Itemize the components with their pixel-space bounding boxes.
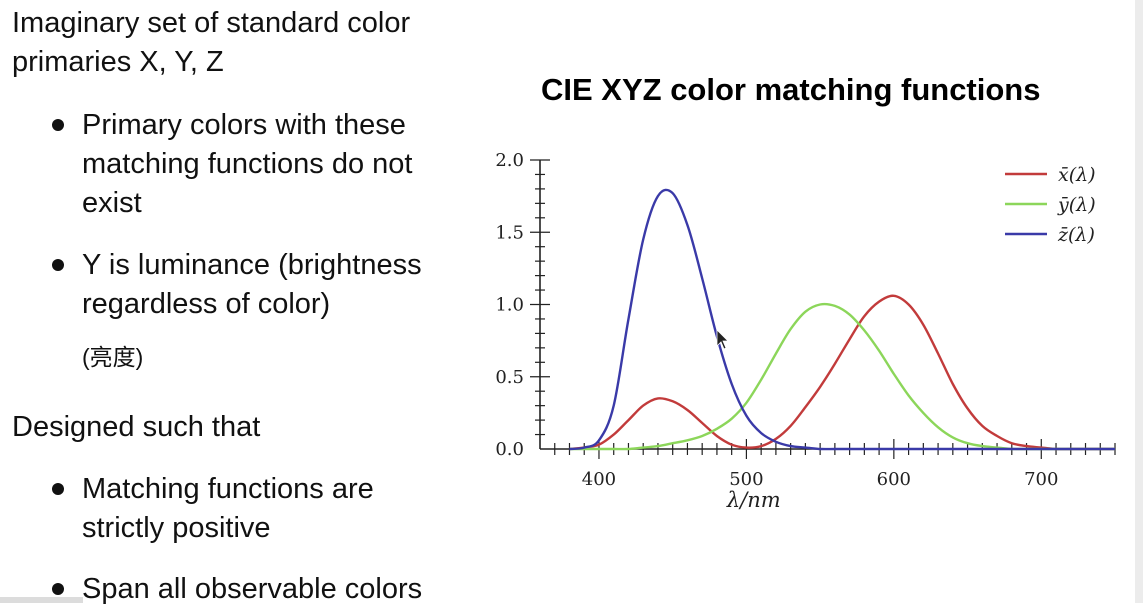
slide-text-b2-line-1: regardless of color)	[82, 288, 331, 320]
bullet-dot	[52, 119, 64, 131]
legend-label-1: ȳ(λ)	[1057, 194, 1096, 216]
mouse-cursor-icon	[716, 329, 729, 350]
bullet-dot	[52, 483, 64, 495]
chart-title: CIE XYZ color matching functions	[541, 72, 1041, 107]
y-tick-label: 1.0	[495, 295, 524, 316]
slide-text-b1-line-2: exist	[82, 187, 142, 219]
scrollbar-edge	[1135, 0, 1143, 603]
slide-text-designed-line-0: Designed such that	[12, 411, 261, 443]
slide-text-b3-line-1: strictly positive	[82, 512, 271, 544]
slide-text-b4-line-0: Span all observable colors	[82, 573, 423, 605]
y-tick-label: 0.0	[495, 439, 524, 460]
x-axis-label: λ/nm	[726, 488, 781, 512]
series-line-1	[569, 302, 1115, 451]
slide-text-b2-line-0: Y is luminance (brightness	[82, 249, 422, 281]
x-tick-label: 500	[729, 469, 763, 490]
chart: 400 500 600 700 0.0 0.5 1.0 1.5 2.0 λ/nm x̄(λ) ȳ(λ)…	[495, 150, 1116, 512]
legend-label-2: z̄(λ)	[1057, 224, 1095, 246]
y-tick-label: 2.0	[495, 150, 524, 171]
x-tick-label: 400	[582, 469, 616, 490]
bullet-dot	[52, 259, 64, 271]
y-tick-label: 1.5	[495, 222, 524, 243]
bullet-dot	[52, 583, 64, 595]
slide-text-intro-line-0: Imaginary set of standard color	[12, 7, 411, 39]
series-line-2	[569, 188, 1115, 451]
legend-label-0: x̄(λ)	[1058, 164, 1096, 186]
slide-text-b2note-line-0: (亮度)	[82, 344, 144, 370]
slide-text-b1-line-1: matching functions do not	[82, 148, 413, 180]
y-tick-label: 0.5	[495, 367, 524, 388]
bottom-edge	[0, 597, 83, 603]
slide-text-b3-line-0: Matching functions are	[82, 473, 374, 505]
series-line-0	[569, 294, 1115, 451]
x-tick-label: 700	[1024, 469, 1058, 490]
slide-text-b1-line-0: Primary colors with these	[82, 109, 406, 141]
x-tick-label: 600	[877, 469, 911, 490]
slide-text-intro-line-1: primaries X, Y, Z	[12, 46, 224, 78]
